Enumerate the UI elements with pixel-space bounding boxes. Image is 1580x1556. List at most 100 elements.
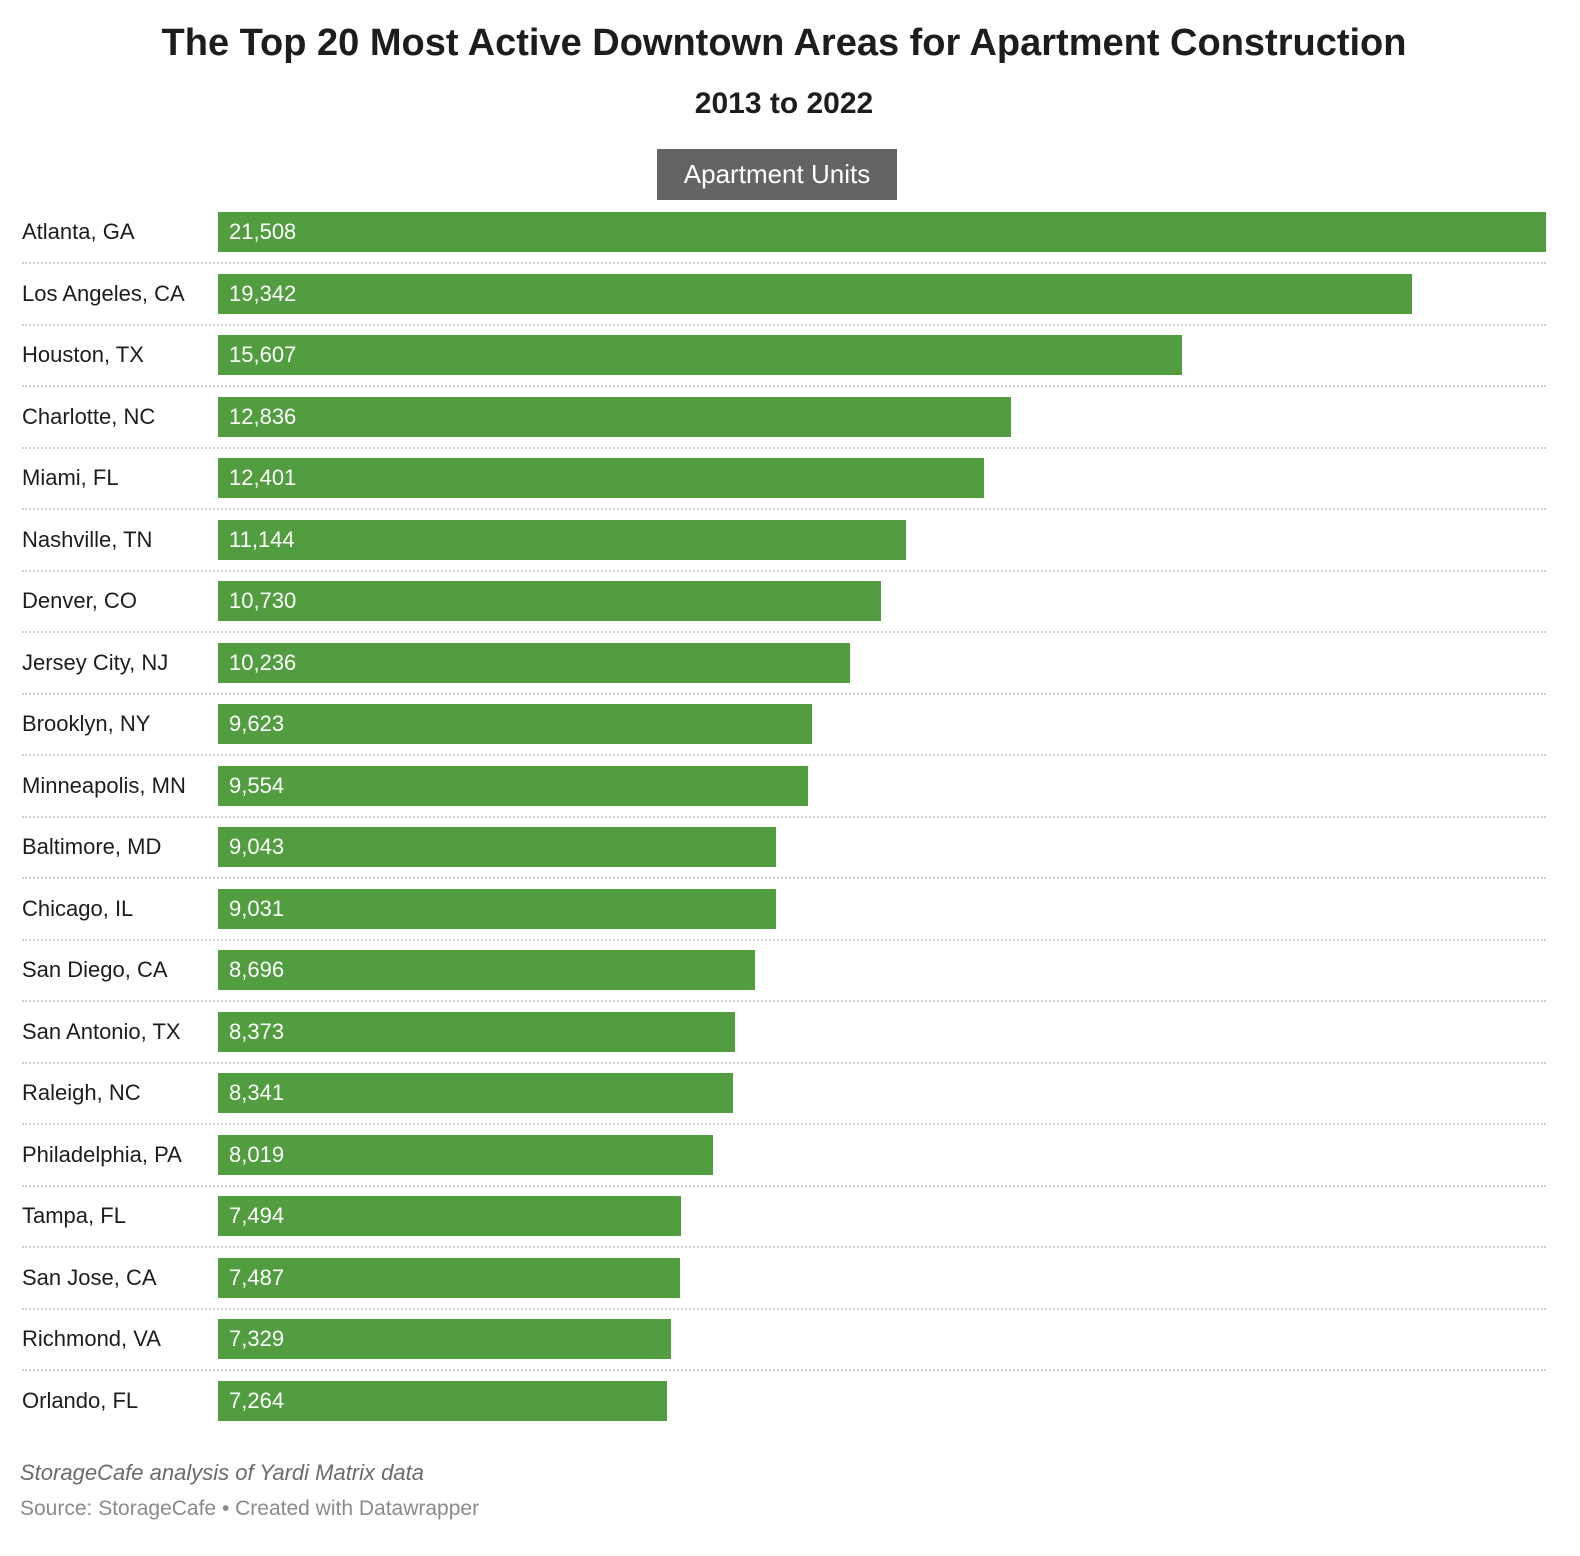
bar — [218, 827, 777, 867]
value-label: 12,401 — [229, 465, 297, 490]
category-label: Miami, FL — [22, 465, 119, 490]
row-divider — [22, 262, 1546, 264]
value-label: 7,494 — [229, 1203, 285, 1228]
bar — [218, 704, 813, 744]
value-label: 7,487 — [229, 1264, 285, 1290]
bar — [218, 1134, 714, 1175]
value-label: 7,264 — [229, 1387, 285, 1413]
bar-row: Raleigh, NC 8,341 — [0, 1073, 1546, 1134]
bar-row: Chicago, IL 9,031 — [0, 888, 1546, 950]
category-label: Nashville, TN — [22, 526, 153, 552]
row-divider — [22, 692, 1546, 695]
row-divider — [22, 877, 1546, 879]
bar — [218, 1380, 667, 1421]
bar-row: Atlanta, GA 21,508 — [0, 212, 1546, 273]
category-label: Orlando, FL — [22, 1387, 139, 1413]
row-divider — [22, 446, 1546, 449]
category-label: Los Angeles, CA — [22, 280, 185, 306]
bar-row: Charlotte, NC 12,836 — [0, 396, 1546, 458]
bar-row: Denver, CO 10,730 — [0, 581, 1546, 642]
bar — [218, 642, 851, 683]
value-label: 8,696 — [229, 957, 285, 982]
bar-row: Brooklyn, NY 9,623 — [0, 704, 1546, 765]
category-label: Denver, CO — [22, 588, 137, 613]
value-label: 10,730 — [229, 588, 297, 613]
bar-row: Philadelphia, PA 8,019 — [0, 1134, 1546, 1196]
category-label: Houston, TX — [22, 342, 144, 367]
value-label: 19,342 — [229, 280, 297, 306]
bar-row: Nashville, TN 11,144 — [0, 519, 1546, 581]
category-label: San Diego, CA — [22, 957, 168, 982]
bar-row: Miami, FL 12,401 — [0, 458, 1546, 519]
row-divider — [22, 631, 1546, 633]
row-divider — [22, 1061, 1546, 1064]
bar-row: San Antonio, TX 8,373 — [0, 1011, 1546, 1073]
category-label: Richmond, VA — [22, 1326, 161, 1351]
bar — [218, 273, 1413, 314]
bar — [218, 1011, 735, 1052]
bar — [218, 212, 1546, 252]
category-label: Brooklyn, NY — [22, 711, 151, 736]
value-label: 10,236 — [229, 649, 297, 675]
value-label: 12,836 — [229, 403, 297, 429]
bar-row: Orlando, FL 7,264 — [0, 1380, 1546, 1442]
value-label: 15,607 — [229, 342, 297, 367]
bar-row: Los Angeles, CA 19,342 — [0, 273, 1546, 335]
bar-row: Minneapolis, MN 9,554 — [0, 765, 1546, 827]
row-divider — [22, 385, 1546, 387]
category-label: Chicago, IL — [22, 895, 134, 921]
value-label: 9,043 — [229, 834, 285, 859]
category-label: San Antonio, TX — [22, 1018, 181, 1044]
value-label: 11,144 — [229, 526, 295, 552]
value-label: 21,508 — [229, 219, 297, 244]
value-label: 9,554 — [229, 772, 285, 798]
row-divider — [22, 1369, 1546, 1371]
bar — [218, 1073, 733, 1113]
row-divider — [22, 1000, 1546, 1002]
category-label: Baltimore, MD — [22, 834, 162, 859]
row-divider — [22, 754, 1546, 756]
bar-row: Houston, TX 15,607 — [0, 335, 1546, 396]
bar — [218, 950, 755, 990]
bar — [218, 581, 881, 621]
row-divider — [22, 938, 1546, 941]
bar — [218, 1257, 681, 1298]
row-divider — [22, 323, 1546, 326]
bar — [218, 335, 1182, 375]
bar — [218, 458, 984, 498]
chart-notes: StorageCafe analysis of Yardi Matrix dat… — [20, 1460, 424, 1485]
bar — [218, 396, 1011, 437]
bar-row: Tampa, FL 7,494 — [0, 1196, 1546, 1257]
row-divider — [22, 1246, 1546, 1248]
row-divider — [22, 569, 1546, 572]
chart-source: Source: StorageCafe • Created with Dataw… — [20, 1497, 480, 1520]
legend-apartment-units: Apartment Units — [657, 149, 897, 200]
bar-row: San Jose, CA 7,487 — [0, 1257, 1546, 1319]
category-label: Minneapolis, MN — [22, 772, 186, 798]
bar — [218, 519, 907, 560]
row-divider — [22, 815, 1546, 818]
category-label: Charlotte, NC — [22, 403, 156, 429]
value-label: 7,329 — [229, 1326, 285, 1351]
category-label: Raleigh, NC — [22, 1080, 141, 1105]
category-label: Jersey City, NJ — [22, 649, 169, 675]
value-label: 9,623 — [229, 711, 285, 736]
row-divider — [22, 1307, 1546, 1310]
category-label: Atlanta, GA — [22, 219, 135, 244]
bar — [218, 888, 776, 929]
row-divider — [22, 1184, 1546, 1187]
bar — [218, 1196, 681, 1236]
bar-row: Jersey City, NJ 10,236 — [0, 642, 1546, 704]
value-label: 9,031 — [229, 895, 285, 921]
value-label: 8,341 — [229, 1080, 285, 1105]
bar — [218, 765, 808, 806]
bar — [218, 1319, 671, 1359]
chart-title: The Top 20 Most Active Downtown Areas fo… — [161, 22, 1407, 64]
chart-subtitle: 2013 to 2022 — [694, 87, 874, 120]
bar-row: Baltimore, MD 9,043 — [0, 827, 1546, 888]
bar-row: Richmond, VA 7,329 — [0, 1319, 1546, 1380]
category-label: San Jose, CA — [22, 1264, 157, 1290]
value-label: 8,373 — [229, 1018, 285, 1044]
row-divider — [22, 508, 1546, 510]
category-label: Philadelphia, PA — [22, 1141, 182, 1167]
